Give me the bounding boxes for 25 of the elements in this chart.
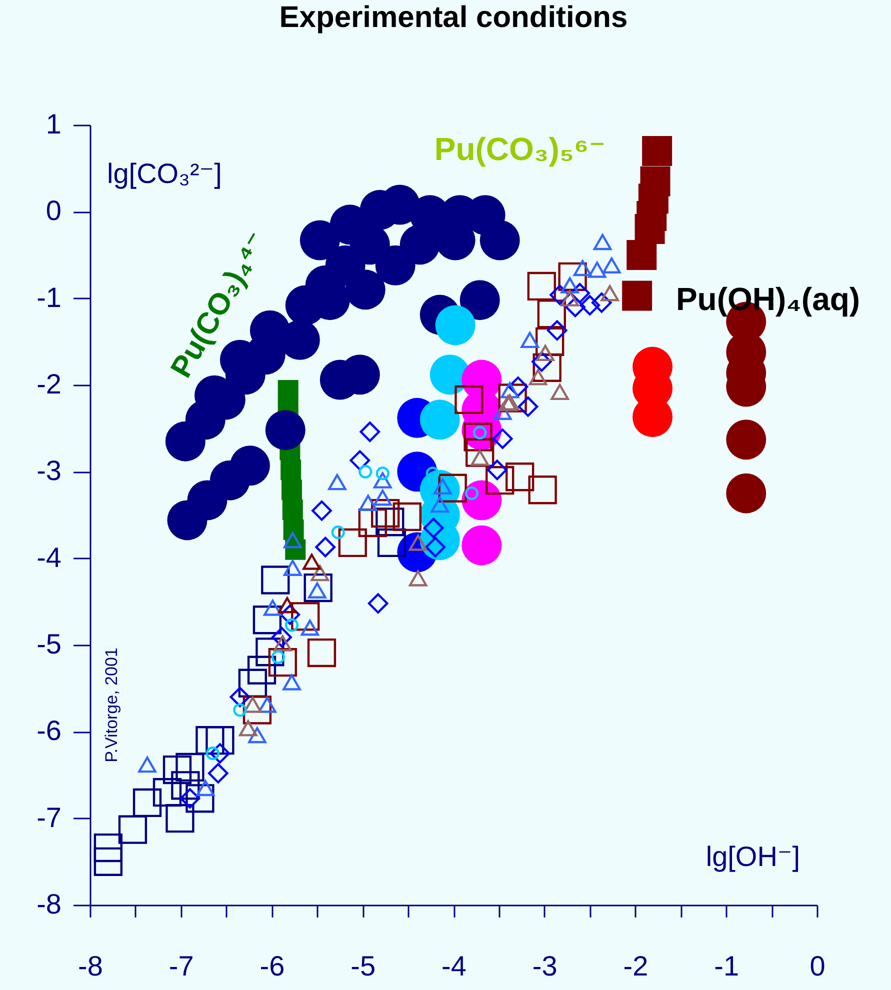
- x-axis-title: lg[OH⁻]: [706, 841, 800, 872]
- x-tick-label: -5: [350, 950, 376, 982]
- x-tick-label: -4: [442, 950, 466, 982]
- annotation: Pu(CO₃)₅⁶⁻: [434, 131, 606, 167]
- y-tick-label: 1: [46, 108, 62, 140]
- chart-title: Experimental conditions: [279, 1, 628, 34]
- x-tick-label: -6: [260, 950, 285, 982]
- y-tick-label: -5: [36, 628, 62, 660]
- y-tick-label: -8: [36, 888, 62, 920]
- y-axis-title: lg[CO₃²⁻]: [107, 158, 222, 189]
- x-tick-label: -3: [532, 950, 558, 982]
- y-tick-label: 0: [46, 195, 62, 226]
- x-tick-label: 0: [810, 950, 826, 982]
- annotation: P.Vitorge, 2001: [102, 648, 121, 762]
- x-tick-label: -7: [168, 950, 194, 982]
- y-tick-label: -3: [36, 455, 62, 486]
- y-tick-label: -1: [36, 282, 62, 313]
- x-tick-label: -1: [714, 950, 740, 982]
- y-tick-label: -7: [36, 802, 62, 833]
- x-tick-label: -2: [623, 950, 648, 982]
- y-tick-label: -4: [36, 542, 62, 573]
- y-tick-label: -2: [36, 368, 62, 400]
- annotation: Pu(OH)₄(aq): [676, 281, 860, 317]
- x-tick-label: -8: [78, 950, 103, 982]
- y-tick-label: -6: [36, 715, 62, 746]
